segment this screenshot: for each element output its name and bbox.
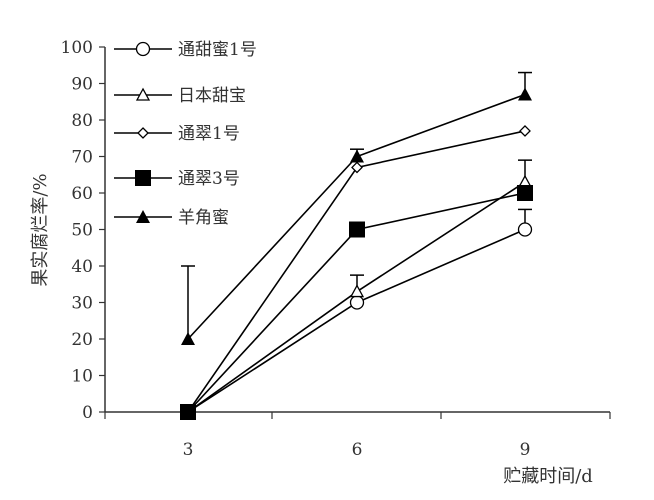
data-point (519, 125, 531, 137)
y-tick-label: 90 (71, 75, 93, 95)
y-tick-label: 80 (71, 111, 93, 131)
y-tick-label: 40 (71, 257, 93, 277)
legend-marker (135, 41, 151, 57)
data-point (517, 222, 533, 237)
legend-marker (135, 170, 151, 186)
series-layer (180, 71, 533, 420)
data-point (350, 149, 364, 163)
y-tick-label: 0 (82, 403, 93, 423)
legend-label: 通甜蜜1号 (178, 40, 257, 60)
legend-item-4: 通翠3号 (114, 169, 240, 189)
x-axis-ticks: 3 6 9 (104, 412, 611, 460)
data-point (349, 221, 365, 238)
legend-marker (135, 87, 151, 101)
data-point (351, 161, 363, 174)
legend-label: 通翠1号 (178, 124, 240, 144)
data-point (349, 295, 365, 310)
y-tick-label: 60 (71, 184, 93, 204)
data-point (518, 87, 532, 101)
data-point (517, 185, 533, 201)
legend-label: 日本甜宝 (178, 86, 246, 106)
legend-label: 羊角蜜 (178, 208, 229, 228)
x-tick-label: 3 (183, 440, 194, 460)
x-tick-label: 6 (352, 440, 363, 460)
series-markers (180, 87, 533, 420)
y-axis-ticks: 0 10 20 30 40 50 60 70 80 90 100 (61, 38, 105, 423)
y-tick-label: 20 (71, 330, 93, 350)
y-tick-label: 30 (71, 294, 93, 314)
x-tick-label: 9 (520, 440, 531, 460)
legend-item-1: 通甜蜜1号 (114, 40, 257, 60)
legend-marker (136, 210, 150, 223)
series-line-1 (187, 228, 526, 413)
data-point (180, 404, 196, 420)
x-axis-label: 贮藏时间/d (503, 466, 593, 487)
legend-item-5: 羊角蜜 (114, 208, 229, 228)
legend-item-2: 日本甜宝 (114, 86, 246, 106)
data-point (349, 284, 365, 298)
y-tick-label: 100 (61, 38, 93, 58)
legend-item-3: 通翠1号 (114, 124, 240, 144)
y-tick-label: 10 (71, 367, 93, 387)
y-tick-label: 50 (71, 221, 93, 241)
data-point (181, 332, 195, 345)
y-tick-label: 70 (71, 148, 93, 168)
legend-marker (137, 127, 149, 139)
y-axis-label: 果实腐烂率/% (30, 173, 51, 286)
legend-label: 通翠3号 (178, 169, 240, 189)
